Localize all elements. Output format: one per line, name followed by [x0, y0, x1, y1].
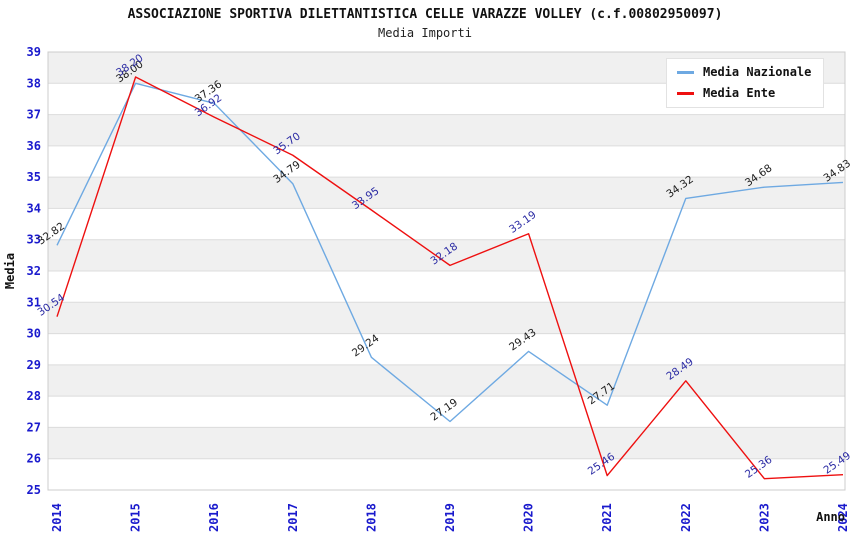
legend-label: Media Nazionale: [703, 65, 812, 79]
x-tick-label: 2014: [50, 503, 64, 532]
y-tick-label: 26: [27, 452, 41, 466]
legend-swatch-blue: [677, 70, 694, 74]
legend-item-media-nazionale: Media Nazionale: [677, 65, 811, 79]
x-axis-title: Anno: [816, 510, 845, 524]
y-tick-label: 37: [27, 108, 41, 122]
legend-swatch-red: [677, 91, 694, 95]
data-label: 29.24: [350, 332, 382, 359]
chart-subtitle: Media Importi: [378, 26, 472, 40]
y-axis-title: Media: [3, 252, 17, 290]
plot-band: [48, 427, 845, 459]
x-tick-label: 2015: [129, 503, 143, 532]
x-tick-label: 2018: [364, 503, 378, 532]
y-tick-label: 28: [27, 389, 41, 403]
plot-band: [48, 239, 845, 271]
y-tick-label: 30: [27, 327, 41, 341]
legend-item-media-ente: Media Ente: [677, 86, 811, 100]
y-tick-label: 31: [27, 295, 41, 309]
plot-band: [48, 364, 845, 397]
data-label: 27.19: [429, 396, 461, 423]
series-line: [56, 76, 844, 480]
plot-band: [48, 114, 845, 146]
y-tick-label: 27: [27, 420, 41, 434]
y-tick-label: 29: [27, 358, 41, 372]
x-tick-label: 2016: [207, 503, 221, 532]
y-tick-label: 32: [27, 264, 41, 278]
x-tick-label: 2021: [600, 503, 614, 532]
plot-band: [48, 302, 845, 334]
x-tick-label: 2022: [679, 503, 693, 532]
y-tick-label: 35: [27, 170, 41, 184]
y-tick-label: 38: [27, 76, 41, 90]
series-line: [56, 82, 844, 423]
y-tick-label: 25: [27, 483, 41, 497]
legend-label: Media Ente: [703, 86, 776, 100]
y-tick-label: 36: [27, 139, 41, 153]
x-tick-label: 2017: [286, 503, 300, 532]
x-tick-label: 2023: [757, 503, 771, 532]
plot-band: [48, 177, 845, 209]
x-tick-label: 2019: [443, 503, 457, 532]
y-tick-label: 33: [27, 233, 41, 247]
y-tick-label: 34: [27, 201, 41, 215]
x-tick-label: 2020: [522, 503, 536, 532]
data-label: 33.19: [507, 209, 539, 236]
legend: Media Nazionale Media Ente: [666, 58, 825, 108]
y-tick-label: 39: [27, 45, 41, 59]
chart-title: ASSOCIAZIONE SPORTIVA DILETTANTISTICA CE…: [127, 7, 723, 22]
x-tick-label: 2024: [836, 503, 850, 532]
plot-border: [47, 51, 846, 491]
